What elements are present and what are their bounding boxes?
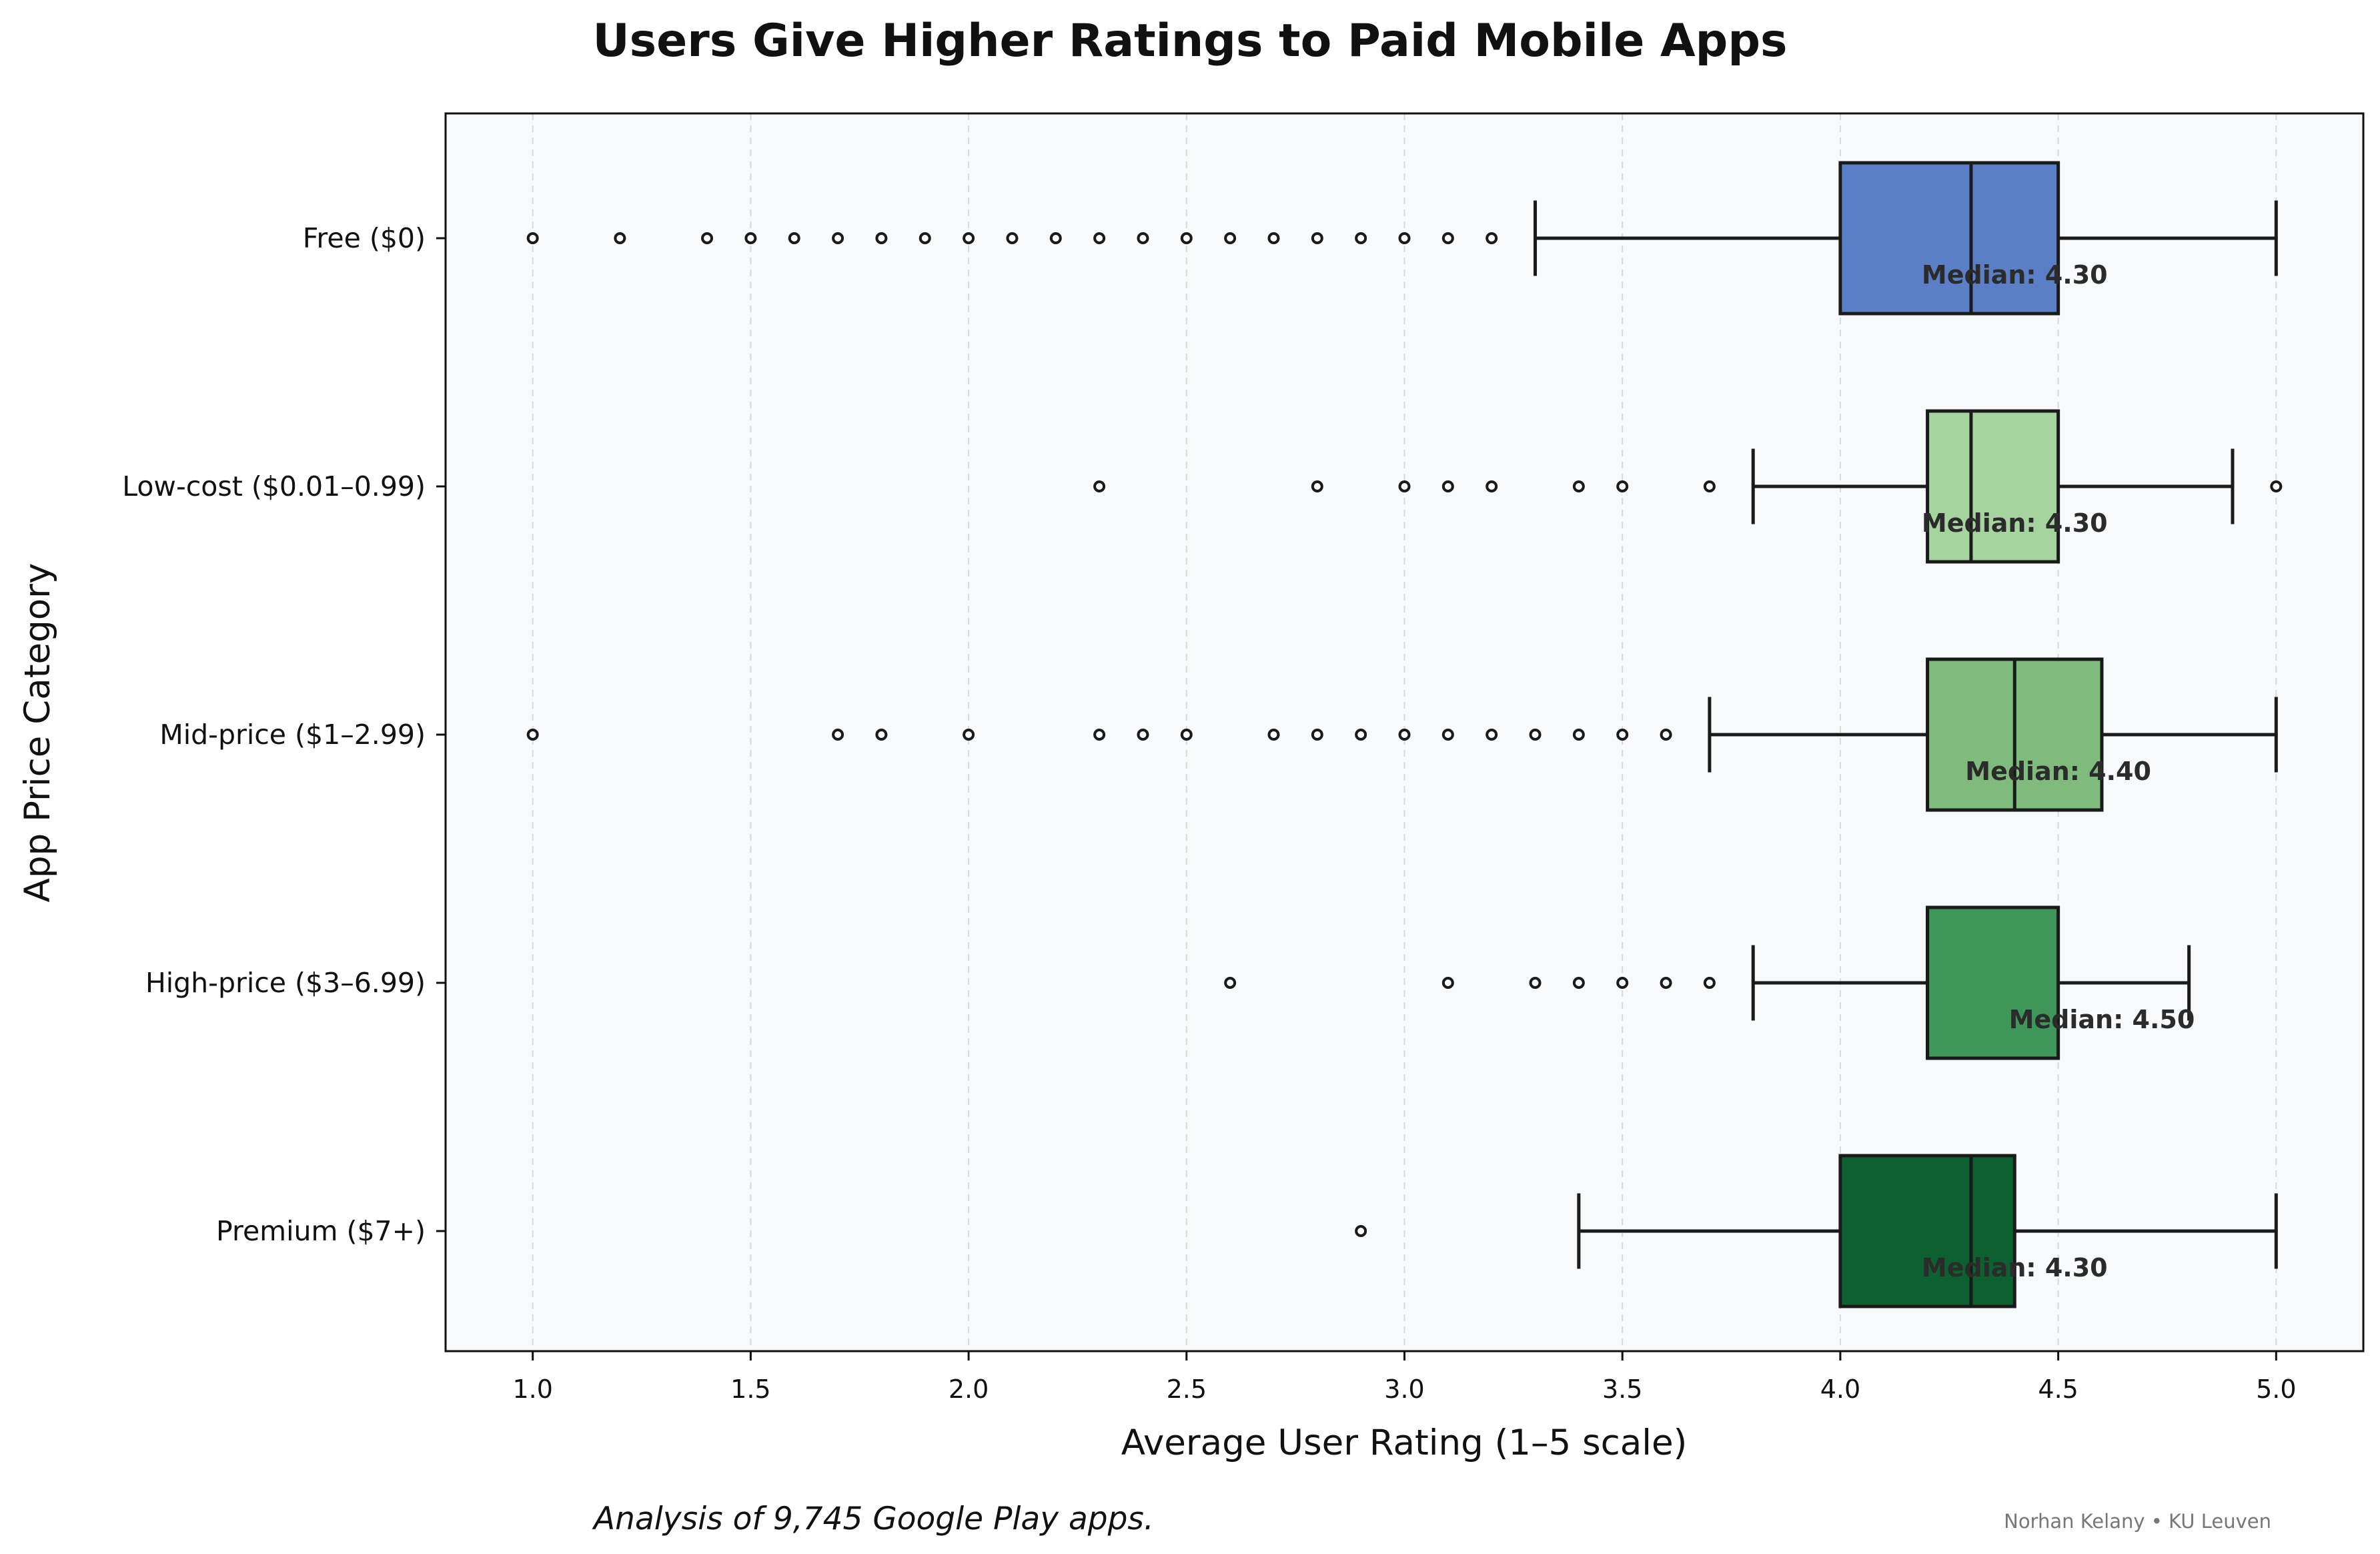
- outlier-point: [1049, 232, 1062, 244]
- median-label: Median: 4.30: [1922, 1253, 2108, 1282]
- outlier-point: [1441, 977, 1454, 989]
- outlier-point: [1311, 480, 1323, 492]
- outlier-point: [919, 232, 931, 244]
- outlier-point: [1137, 729, 1149, 741]
- outlier-point: [963, 729, 975, 741]
- y-tick-label-3: High-price ($3–6.99): [145, 967, 426, 999]
- outlier-point: [1572, 480, 1585, 492]
- outlier-point: [832, 232, 844, 244]
- outlier-point: [1616, 480, 1629, 492]
- iqr-box: [1926, 409, 2060, 564]
- y-tick-label-1: Low-cost ($0.01–0.99): [122, 470, 426, 502]
- outlier-point: [788, 232, 800, 244]
- outlier-point: [1485, 480, 1498, 492]
- outlier-point: [1093, 232, 1106, 244]
- chart-caption: Analysis of 9,745 Google Play apps.: [592, 1501, 1154, 1537]
- y-tick-label-4: Premium ($7+): [216, 1215, 426, 1247]
- outlier-point: [1616, 729, 1629, 741]
- outlier-point: [1572, 729, 1585, 741]
- outlier-point: [1398, 729, 1411, 741]
- x-tick-label-6: 4.0: [1820, 1375, 1860, 1404]
- outlier-point: [526, 729, 539, 741]
- median-label: Median: 4.40: [1965, 757, 2151, 786]
- box-group-0: Median: 4.30: [526, 161, 2278, 316]
- median-label: Median: 4.30: [1922, 508, 2108, 538]
- outlier-point: [1311, 232, 1323, 244]
- y-axis-label: App Price Category: [17, 563, 58, 903]
- outlier-point: [1180, 232, 1193, 244]
- x-axis-label: Average User Rating (1–5 scale): [1121, 1423, 1688, 1463]
- outlier-point: [875, 729, 888, 741]
- outlier-point: [1441, 729, 1454, 741]
- outlier-point: [1572, 977, 1585, 989]
- x-axis-ticks: 1.0 1.5 2.0 2.5 3.0 3.5 4.0 4.5 5.0: [512, 1351, 2297, 1404]
- outlier-point: [1529, 977, 1542, 989]
- outlier-point: [1441, 480, 1454, 492]
- outlier-point: [701, 232, 714, 244]
- outlier-point: [1703, 480, 1716, 492]
- outlier-point: [614, 232, 626, 244]
- outlier-point: [1006, 232, 1019, 244]
- outlier-point: [963, 232, 975, 244]
- x-tick-label-7: 4.5: [2038, 1375, 2078, 1404]
- median-label: Median: 4.30: [1922, 260, 2108, 290]
- outlier-point: [1355, 1225, 1367, 1237]
- outlier-point: [1441, 232, 1454, 244]
- iqr-box: [1838, 1154, 2016, 1308]
- outlier-point: [1703, 977, 1716, 989]
- outlier-point: [1660, 977, 1672, 989]
- box-group-1: Median: 4.30: [1093, 409, 2283, 564]
- outlier-point: [1398, 232, 1411, 244]
- outlier-point: [1616, 977, 1629, 989]
- outlier-point: [1093, 729, 1106, 741]
- outlier-point: [1660, 729, 1672, 741]
- x-tick-label-1: 1.5: [730, 1375, 770, 1404]
- outlier-point: [1224, 977, 1237, 989]
- box-group-3: Median: 4.50: [1224, 905, 2195, 1060]
- x-tick-label-5: 3.5: [1602, 1375, 1642, 1404]
- outlier-point: [1180, 729, 1193, 741]
- y-tick-label-0: Free ($0): [303, 222, 426, 254]
- outlier-point: [1485, 232, 1498, 244]
- box-group-2: Median: 4.40: [526, 657, 2278, 812]
- x-tick-label-0: 1.0: [512, 1375, 552, 1404]
- outlier-point: [1485, 729, 1498, 741]
- median-label: Median: 4.50: [2009, 1005, 2195, 1034]
- chart-credit: Norhan Kelany • KU Leuven: [2004, 1510, 2271, 1533]
- boxes: Median: 4.30 Median: 4.30 Median: 4.40 Medi…: [526, 161, 2283, 1308]
- outlier-point: [1137, 232, 1149, 244]
- y-tick-label-2: Mid-price ($1–2.99): [159, 719, 426, 751]
- outlier-point: [2270, 480, 2283, 492]
- iqr-box: [1838, 161, 2060, 316]
- outlier-point: [744, 232, 757, 244]
- outlier-point: [1224, 232, 1237, 244]
- outlier-point: [1093, 480, 1106, 492]
- outlier-point: [832, 729, 844, 741]
- x-tick-label-2: 2.0: [949, 1375, 989, 1404]
- outlier-point: [1355, 729, 1367, 741]
- y-axis-ticks: Free ($0) Low-cost ($0.01–0.99) Mid-price …: [122, 222, 446, 1247]
- outlier-point: [875, 232, 888, 244]
- x-tick-label-8: 5.0: [2256, 1375, 2296, 1404]
- iqr-box: [1926, 905, 2060, 1060]
- outlier-point: [1267, 729, 1280, 741]
- outlier-point: [526, 232, 539, 244]
- box-group-4: Median: 4.30: [1355, 1154, 2278, 1308]
- outlier-point: [1398, 480, 1411, 492]
- x-tick-label-3: 2.5: [1167, 1375, 1207, 1404]
- chart-title: Users Give Higher Ratings to Paid Mobile…: [592, 15, 1787, 67]
- outlier-point: [1311, 729, 1323, 741]
- outlier-point: [1355, 232, 1367, 244]
- outlier-point: [1267, 232, 1280, 244]
- x-tick-label-4: 3.0: [1384, 1375, 1424, 1404]
- outlier-point: [1529, 729, 1542, 741]
